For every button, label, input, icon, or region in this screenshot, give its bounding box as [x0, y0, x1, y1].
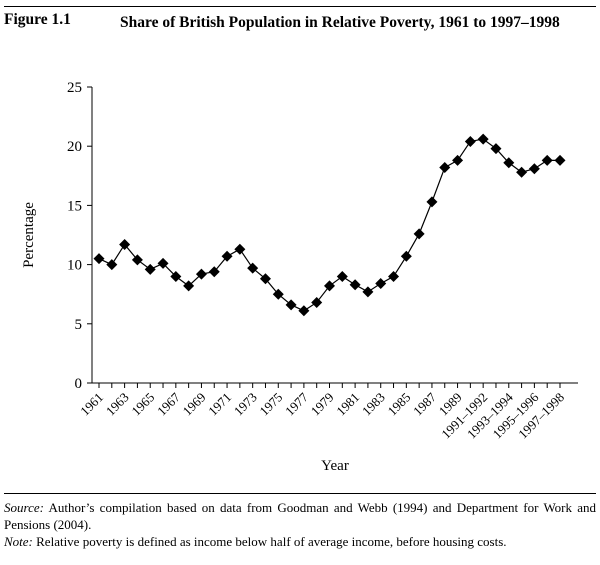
y-tick-label: 20	[67, 139, 82, 155]
data-point	[400, 250, 412, 262]
y-axis-title: Percentage	[21, 202, 37, 268]
y-tick-label: 15	[67, 198, 82, 214]
x-tick-label: 1969	[180, 390, 209, 419]
source-note: Source: Author’s compilation based on da…	[4, 499, 596, 533]
chart-labels: 0510152025196119631965196719691971197319…	[21, 80, 567, 474]
data-point	[554, 154, 566, 166]
data-point	[541, 154, 553, 166]
data-point	[208, 266, 220, 278]
data-point	[336, 270, 348, 282]
x-tick-label: 1981	[333, 390, 362, 419]
data-point	[426, 196, 438, 208]
figure-notes: Source: Author’s compilation based on da…	[4, 493, 596, 550]
data-point	[234, 243, 246, 255]
definition-note: Note: Relative poverty is defined as inc…	[4, 533, 596, 550]
x-tick-label: 1983	[359, 390, 388, 419]
x-tick-label: 1985	[384, 390, 413, 419]
data-point	[285, 299, 297, 311]
x-tick-label: 1973	[231, 390, 260, 419]
data-point	[131, 254, 143, 266]
figure-label: Figure 1.1	[4, 11, 71, 28]
data-point	[259, 273, 271, 285]
data-point	[93, 253, 105, 265]
x-tick-label: 1961	[77, 390, 106, 419]
x-tick-label: 1979	[308, 390, 337, 419]
note-label: Note:	[4, 534, 33, 549]
data-point	[221, 250, 233, 262]
x-tick-label: 1965	[128, 390, 157, 419]
data-point	[477, 133, 489, 145]
data-point	[439, 162, 451, 174]
chart-axes	[87, 86, 578, 388]
poverty-line-chart: 0510152025196119631965196719691971197319…	[21, 80, 578, 474]
data-point	[464, 135, 476, 147]
data-point	[311, 296, 323, 308]
y-tick-label: 10	[67, 258, 82, 274]
data-point	[272, 288, 284, 300]
figure-title: Share of British Population in Relative …	[120, 14, 560, 31]
data-point	[324, 280, 335, 292]
data-point	[362, 286, 374, 298]
source-label: Source:	[4, 500, 44, 515]
figure-header: Figure 1.1 Share of British Population i…	[4, 6, 596, 31]
data-point	[170, 270, 182, 282]
note-text: Relative poverty is defined as income be…	[36, 534, 507, 549]
x-tick-label: 1977	[282, 389, 311, 418]
source-text: Author’s compilation based on data from …	[4, 500, 596, 532]
data-point	[490, 143, 502, 155]
x-tick-label: 1975	[256, 390, 285, 419]
data-point	[195, 268, 207, 280]
data-point	[388, 270, 400, 282]
data-point	[298, 305, 310, 317]
data-point	[183, 280, 195, 292]
data-point	[528, 163, 540, 175]
data-point	[413, 228, 425, 240]
data-point	[119, 238, 131, 250]
data-point	[516, 166, 528, 178]
data-point	[106, 259, 118, 271]
data-point	[375, 278, 387, 290]
x-tick-label: 1987	[410, 389, 439, 418]
x-tick-label: 1971	[205, 390, 234, 419]
x-tick-label: 1963	[103, 390, 132, 419]
data-point	[349, 279, 361, 291]
y-tick-label: 25	[67, 80, 82, 96]
data-point	[247, 262, 259, 274]
x-axis-title: Year	[321, 458, 349, 474]
data-point	[144, 263, 156, 275]
y-tick-label: 5	[75, 317, 83, 333]
x-tick-label: 1967	[154, 389, 183, 418]
data-point	[503, 157, 515, 169]
chart-series	[93, 133, 566, 317]
data-point	[157, 257, 169, 269]
y-tick-label: 0	[75, 376, 83, 392]
data-point	[452, 154, 464, 166]
